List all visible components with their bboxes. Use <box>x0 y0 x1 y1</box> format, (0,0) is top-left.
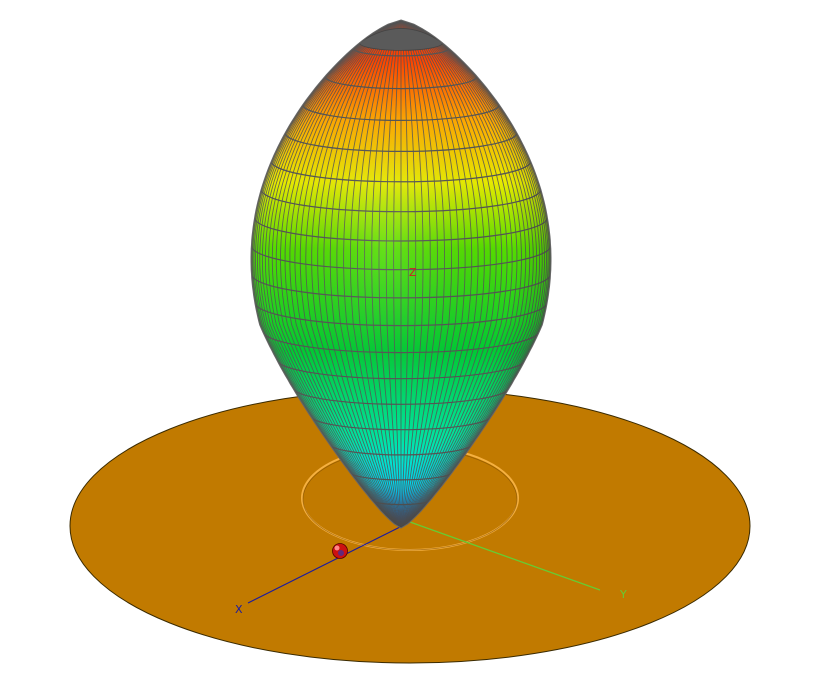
surface-top-cap <box>359 28 443 51</box>
x-axis-line <box>247 521 411 604</box>
z-axis-label: Z <box>409 266 417 279</box>
orbit-marker[interactable] <box>332 543 348 559</box>
y-axis-label: Y <box>619 588 627 601</box>
x-axis-label: X <box>235 603 243 616</box>
ellipsoid-surface <box>250 19 552 529</box>
y-axis-line <box>409 521 601 591</box>
